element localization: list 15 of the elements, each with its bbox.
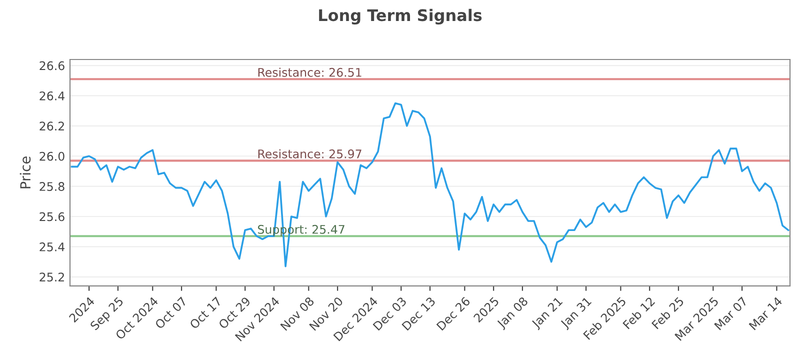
y-tick-label: 25.4 [40,242,64,252]
line-series [70,102,790,268]
ref-line-label: Resistance: 25.97 [258,149,362,158]
y-tick-label: 25.6 [40,212,64,222]
y-tick-label: 26.4 [40,91,64,100]
y-tick-label: 25.2 [40,272,64,282]
y-axis-title: Price [20,156,31,188]
x-tick-label: Mar 14 [748,296,783,330]
x-tick-label: Dec 26 [436,296,471,331]
chart-title: Long Term Signals [319,8,482,24]
y-tick-label: 26.0 [40,152,64,161]
y-tick-label: 26.2 [40,122,64,131]
y-tick-label: 25.8 [40,182,64,191]
y-tick-label: 26.6 [40,61,64,70]
ref-line-label: Resistance: 26.51 [258,68,362,77]
